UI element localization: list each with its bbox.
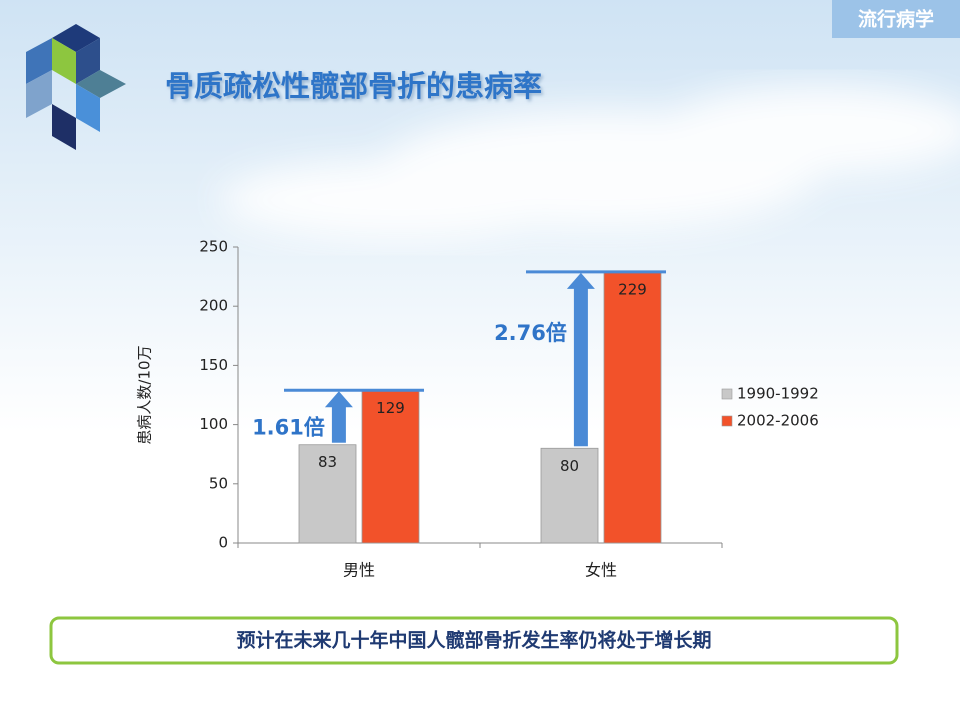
bar — [298, 444, 357, 544]
bar — [361, 389, 420, 544]
annotation: 1.61倍 — [252, 415, 325, 439]
value-label: 80 — [560, 457, 579, 475]
legend-label: 2002-2006 — [737, 412, 819, 430]
conclusion: 预计在未来几十年中国人髋部骨折发生率仍将处于增长期 — [236, 629, 711, 652]
bar — [603, 271, 662, 544]
section-tag: 流行病学 — [858, 8, 934, 31]
x-tick-label: 女性 — [585, 561, 617, 580]
slide-title: 骨质疏松性髋部骨折的患病率 — [165, 69, 542, 103]
value-label: 229 — [618, 280, 647, 298]
y-tick-label: 200 — [199, 297, 228, 315]
value-label: 129 — [376, 399, 405, 417]
legend-swatch — [721, 415, 733, 427]
growth-arrow-shaft — [331, 406, 346, 443]
growth-arrow-shaft — [573, 287, 588, 447]
y-tick-label: 250 — [199, 238, 228, 256]
clouds — [220, 85, 960, 240]
growth-arrow-head — [566, 272, 595, 289]
growth-arrow-head — [324, 391, 353, 408]
y-tick-label: 50 — [209, 474, 228, 492]
legend-swatch — [721, 388, 733, 400]
conclusion-box — [49, 616, 899, 665]
legend-label: 1990-1992 — [737, 385, 819, 403]
x-tick-label: 男性 — [343, 561, 375, 580]
value-label: 83 — [318, 453, 337, 471]
y-axis-label: 患病人数/10万 — [136, 345, 154, 444]
tag-box — [832, 0, 960, 38]
y-tick-label: 0 — [218, 534, 228, 552]
y-tick-label: 100 — [199, 415, 228, 433]
bar — [540, 447, 599, 544]
logo — [26, 24, 126, 150]
y-tick-label: 150 — [199, 356, 228, 374]
annotation: 2.76倍 — [494, 321, 567, 345]
